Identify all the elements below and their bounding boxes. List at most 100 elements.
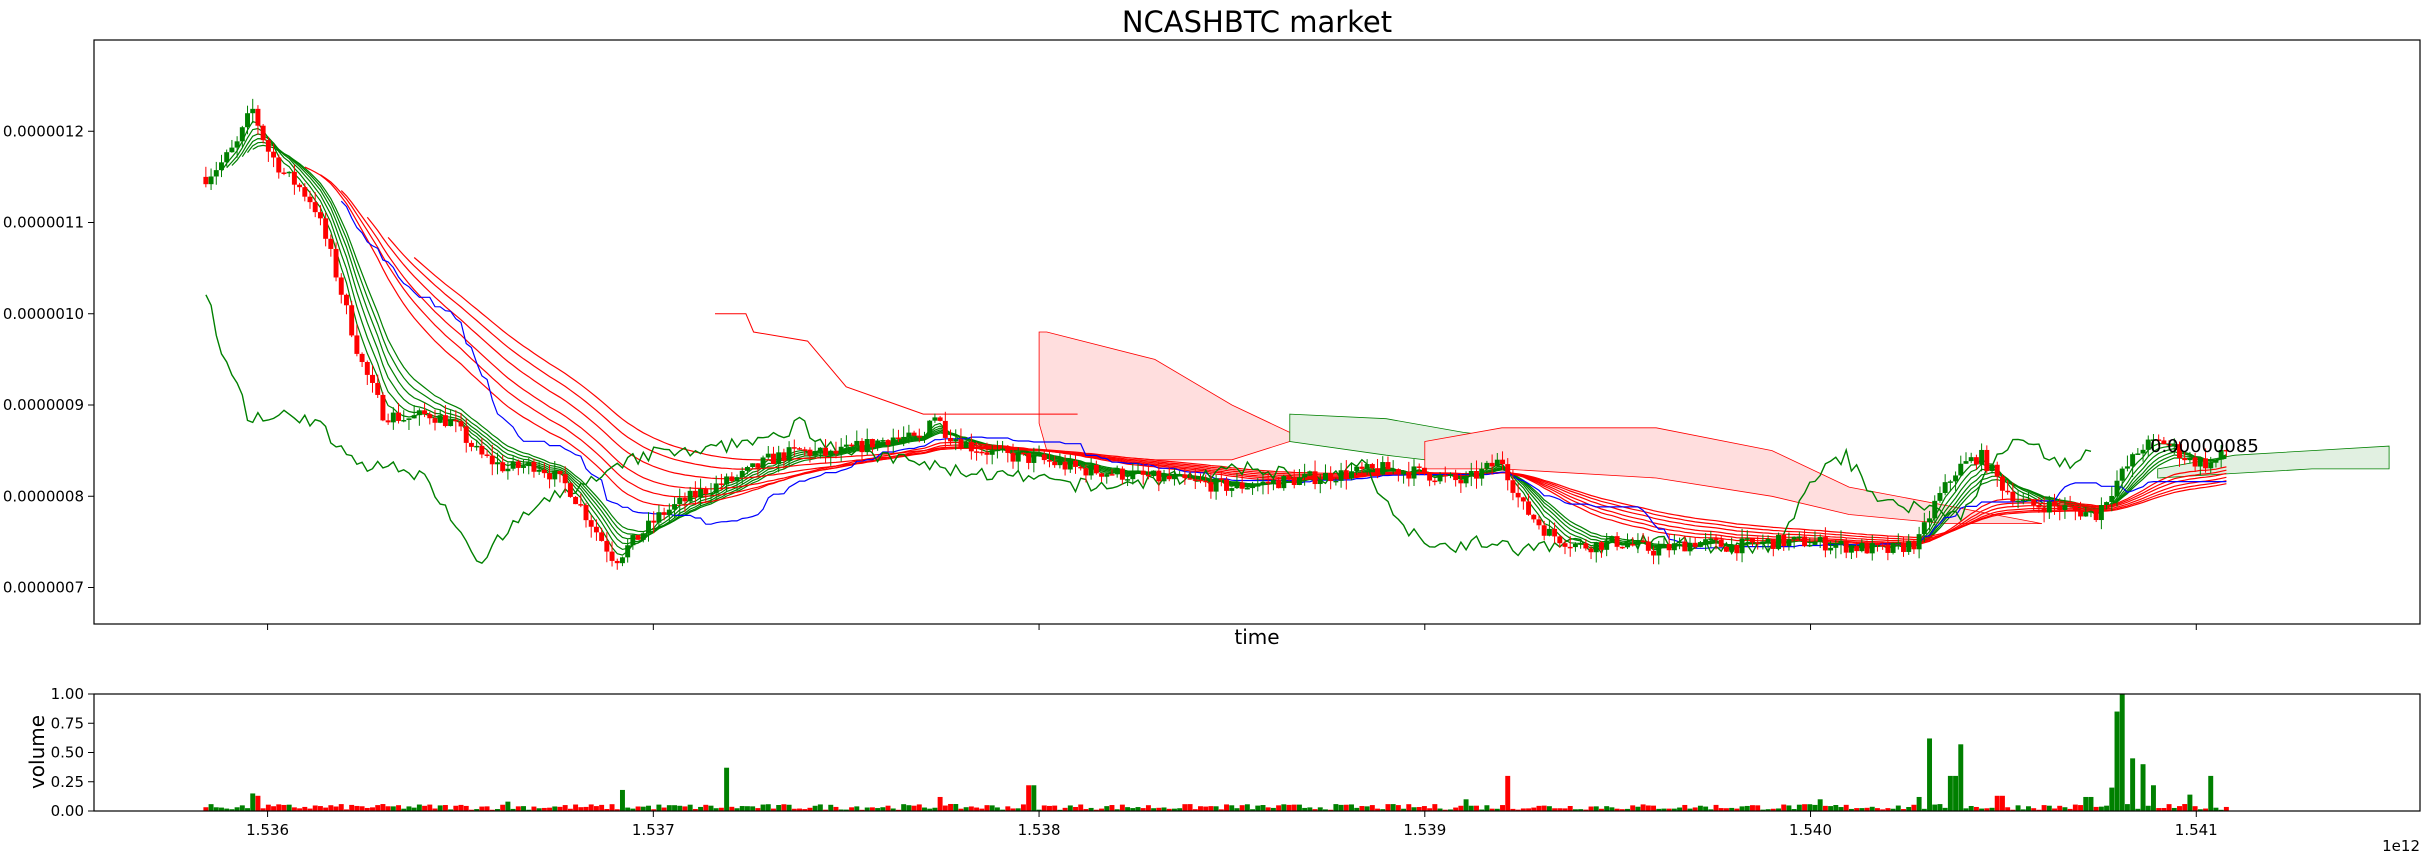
candle-body <box>1453 474 1459 481</box>
volume-bar <box>968 806 974 811</box>
candle-body <box>1109 474 1115 476</box>
candle-body <box>1510 480 1516 493</box>
candle-body <box>916 435 922 438</box>
volume-bar <box>1999 795 2005 811</box>
candle-body <box>1885 544 1891 553</box>
candle-body <box>2192 457 2198 467</box>
volume-bar <box>1156 807 1162 811</box>
candle-body <box>703 489 709 495</box>
candle-body <box>1182 474 1188 479</box>
candle-body <box>963 441 969 449</box>
candle-body <box>453 419 459 422</box>
candle-body <box>2072 506 2078 510</box>
volume-bar <box>1031 785 1037 811</box>
candle-body <box>901 436 907 439</box>
candle-body <box>354 335 360 354</box>
candle-body <box>1401 471 1407 475</box>
candle-body <box>1385 462 1391 470</box>
volume-bar <box>1708 809 1714 811</box>
candle-body <box>1864 542 1870 554</box>
candle-body <box>1093 465 1099 474</box>
candle-body <box>1625 544 1630 548</box>
volume-bar <box>1354 807 1360 811</box>
volume-bar <box>1989 807 1995 811</box>
volume-bar <box>1937 804 1943 811</box>
candle-body <box>1447 474 1453 476</box>
volume-bar <box>2197 809 2203 811</box>
candle-body <box>1260 481 1266 485</box>
candle-body <box>1099 473 1105 477</box>
candle-body <box>1874 543 1880 545</box>
volume-y-tick-label: 1.00 <box>51 685 84 703</box>
candle-body <box>609 551 615 561</box>
candle-body <box>281 172 287 174</box>
candle-body <box>1859 542 1865 552</box>
candle-body <box>854 440 860 446</box>
candle-body <box>1198 479 1203 482</box>
volume-bar <box>1895 805 1901 811</box>
candle-body <box>567 483 573 497</box>
volume-bar <box>427 804 433 811</box>
candle-body <box>1520 497 1526 502</box>
candle-body <box>1104 474 1110 477</box>
candle-body <box>396 412 402 421</box>
volume-bar <box>1380 809 1386 811</box>
volume-bar <box>1906 807 1912 811</box>
volume-bar <box>2177 806 2182 811</box>
volume-bar <box>817 804 823 811</box>
volume-bar <box>1942 807 1948 811</box>
volume-bar <box>1463 799 1469 811</box>
candle-body <box>1421 467 1427 474</box>
ema-slow-line-4 <box>387 237 2227 541</box>
candle-body <box>1562 543 1568 547</box>
volume-bar <box>630 808 636 811</box>
volume-bar <box>646 805 651 811</box>
candle-body <box>1114 468 1120 475</box>
volume-bar <box>286 804 292 811</box>
volume-bar <box>557 806 563 811</box>
candle-body <box>2083 512 2089 517</box>
candle-body <box>1474 470 1479 479</box>
candle-body <box>1921 522 1927 535</box>
volume-bar <box>1984 808 1990 811</box>
ema-slow-line-0 <box>304 166 2227 546</box>
volume-bar <box>312 805 318 811</box>
volume-bar <box>2067 808 2073 811</box>
volume-bar <box>1244 804 1250 811</box>
volume-bar <box>474 809 480 811</box>
volume-bar <box>484 806 490 811</box>
volume-bar <box>521 806 526 811</box>
volume-bar <box>1890 808 1896 811</box>
price-y-tick-label: 0.0000009 <box>3 396 84 414</box>
volume-bar <box>359 806 365 811</box>
volume-y-tick-label: 0.50 <box>51 744 84 762</box>
volume-bar <box>1625 808 1630 811</box>
candle-body <box>1322 473 1328 480</box>
candle-body <box>1692 542 1698 547</box>
volume-bar <box>1333 804 1339 811</box>
candle-body <box>1557 536 1563 544</box>
volume-bar <box>1911 804 1917 811</box>
candle-body <box>1947 481 1953 483</box>
volume-bar <box>864 807 870 811</box>
candle-body <box>1390 469 1396 471</box>
volume-bar <box>1885 808 1891 811</box>
volume-bar <box>1651 805 1657 811</box>
volume-bar <box>323 807 329 811</box>
volume-bar <box>411 807 417 811</box>
candle-body <box>651 520 657 523</box>
candle-body <box>984 452 990 455</box>
volume-bar <box>687 804 693 811</box>
volume-bar <box>1109 805 1115 811</box>
candle-body <box>1026 453 1032 463</box>
volume-bar <box>536 808 542 811</box>
volume-bar <box>890 808 896 811</box>
candle-body <box>1854 546 1860 552</box>
candle-body <box>797 448 802 450</box>
volume-bar <box>1088 807 1094 811</box>
candle-body <box>880 440 886 442</box>
volume-bar <box>552 806 558 811</box>
volume-bar <box>1848 808 1854 811</box>
candle-body <box>2020 499 2026 502</box>
volume-bar <box>1395 805 1401 811</box>
